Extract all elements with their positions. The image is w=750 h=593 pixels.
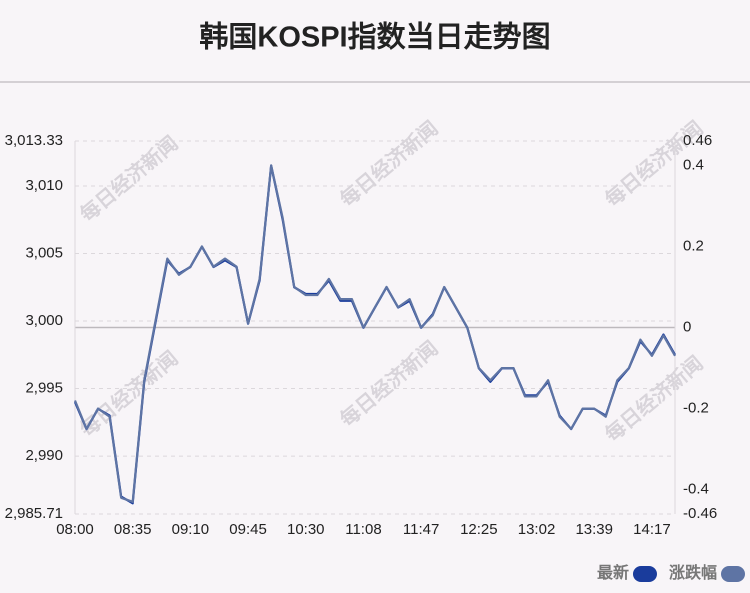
chart-title: 韩国KOSPI指数当日走势图	[199, 21, 550, 54]
y-tick-label: 3,000	[25, 312, 63, 329]
legend-swatch	[632, 566, 657, 582]
series-line	[73, 164, 676, 503]
x-tick-label: 13:02	[518, 521, 556, 538]
x-tick-label: 09:45	[229, 521, 267, 538]
legend-label: 最新	[597, 563, 629, 582]
legend-swatch	[721, 566, 745, 582]
x-tick-label: 08:35	[114, 521, 152, 538]
y-tick-label: 3,013.33	[5, 132, 63, 149]
x-tick-label: 11:47	[403, 521, 439, 538]
x-tick-label: 13:39	[575, 521, 613, 538]
y2-tick-label: -0.2	[683, 400, 709, 417]
y2-tick-label: 0	[683, 318, 691, 335]
y2-tick-label: -0.4	[683, 481, 709, 498]
y2-tick-label: 0.4	[683, 156, 704, 173]
x-tick-label: 14:17	[633, 521, 671, 538]
y-tick-label: 3,010	[25, 177, 63, 194]
y2-tick-label: 0.2	[683, 237, 704, 254]
y2-tick-label: -0.46	[683, 505, 717, 522]
y2-tick-label: 0.46	[683, 132, 712, 149]
x-tick-label: 10:30	[287, 521, 325, 538]
legend-label: 涨跌幅	[669, 563, 717, 582]
x-tick-label: 12:25	[460, 521, 498, 538]
y-tick-label: 2,985.71	[5, 505, 63, 522]
y-tick-label: 2,990	[25, 447, 63, 464]
y-tick-label: 2,995	[25, 380, 63, 397]
x-tick-label: 11:08	[345, 521, 381, 538]
x-tick-label: 09:10	[172, 521, 210, 538]
x-tick-label: 08:00	[56, 521, 94, 538]
y-tick-label: 3,005	[25, 244, 63, 261]
